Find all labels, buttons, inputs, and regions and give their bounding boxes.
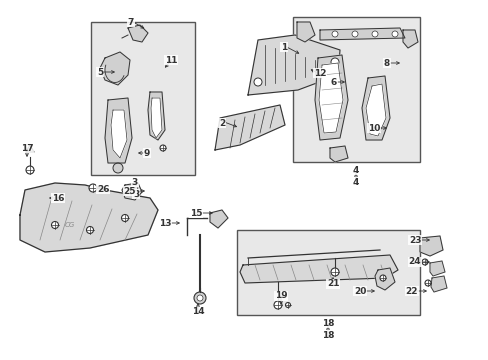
Polygon shape (215, 105, 285, 150)
Polygon shape (111, 110, 127, 158)
Text: 15: 15 (189, 208, 202, 217)
Text: 14: 14 (191, 307, 204, 316)
Text: 25: 25 (123, 186, 136, 195)
Text: 6: 6 (330, 77, 336, 86)
Polygon shape (365, 84, 385, 136)
Circle shape (86, 226, 93, 234)
Circle shape (421, 259, 427, 265)
Text: 4: 4 (352, 177, 359, 186)
Bar (91, 22, 195, 175)
Text: 12: 12 (313, 68, 325, 77)
Polygon shape (105, 98, 132, 163)
Polygon shape (430, 276, 446, 292)
Text: 10: 10 (367, 123, 379, 132)
Polygon shape (247, 35, 339, 95)
Text: 16: 16 (52, 194, 64, 202)
Circle shape (113, 163, 123, 173)
Circle shape (331, 31, 337, 37)
Text: 9: 9 (143, 149, 150, 158)
Polygon shape (361, 76, 389, 140)
Circle shape (273, 301, 282, 309)
Text: 24: 24 (408, 257, 421, 266)
Text: 18: 18 (321, 330, 334, 339)
Polygon shape (319, 28, 404, 40)
Text: 20: 20 (353, 287, 366, 296)
Circle shape (330, 268, 338, 276)
Circle shape (371, 31, 377, 37)
Circle shape (351, 31, 357, 37)
Text: 18: 18 (321, 319, 334, 328)
Polygon shape (148, 92, 164, 140)
Bar (292, 17, 419, 162)
Polygon shape (419, 236, 442, 256)
Polygon shape (20, 183, 158, 252)
Circle shape (285, 302, 290, 307)
Polygon shape (100, 52, 130, 85)
Text: CG: CG (65, 222, 75, 228)
Text: 3: 3 (133, 189, 139, 198)
Polygon shape (329, 146, 347, 162)
Polygon shape (374, 268, 394, 290)
Text: 13: 13 (159, 219, 171, 228)
Polygon shape (429, 261, 444, 276)
Circle shape (253, 78, 262, 86)
Polygon shape (240, 255, 397, 283)
Text: 3: 3 (132, 177, 138, 186)
Text: 22: 22 (405, 287, 417, 296)
Text: 26: 26 (97, 185, 109, 194)
Circle shape (160, 145, 165, 151)
Text: 11: 11 (164, 55, 177, 64)
Text: 23: 23 (408, 235, 420, 244)
Text: 17: 17 (20, 144, 33, 153)
Text: 8: 8 (383, 59, 389, 68)
Polygon shape (209, 210, 227, 228)
Polygon shape (128, 25, 148, 42)
Circle shape (51, 221, 59, 229)
Circle shape (121, 215, 128, 221)
Circle shape (379, 275, 385, 281)
Polygon shape (296, 22, 314, 42)
Text: 2: 2 (219, 118, 224, 127)
Circle shape (194, 292, 205, 304)
Polygon shape (314, 55, 347, 140)
Text: 5: 5 (97, 68, 103, 77)
Polygon shape (402, 30, 417, 48)
Polygon shape (151, 98, 162, 138)
Circle shape (424, 280, 430, 286)
Polygon shape (122, 183, 142, 200)
Circle shape (130, 189, 136, 195)
Polygon shape (26, 145, 34, 152)
Polygon shape (318, 63, 342, 133)
Text: 7: 7 (127, 18, 134, 27)
Text: 21: 21 (326, 279, 339, 288)
Circle shape (330, 58, 338, 66)
Text: 4: 4 (352, 166, 359, 175)
Text: 1: 1 (280, 42, 286, 51)
Circle shape (89, 184, 97, 192)
Text: 19: 19 (274, 292, 287, 301)
Bar (237, 230, 419, 315)
Circle shape (391, 31, 397, 37)
Circle shape (197, 295, 203, 301)
Circle shape (26, 166, 34, 174)
